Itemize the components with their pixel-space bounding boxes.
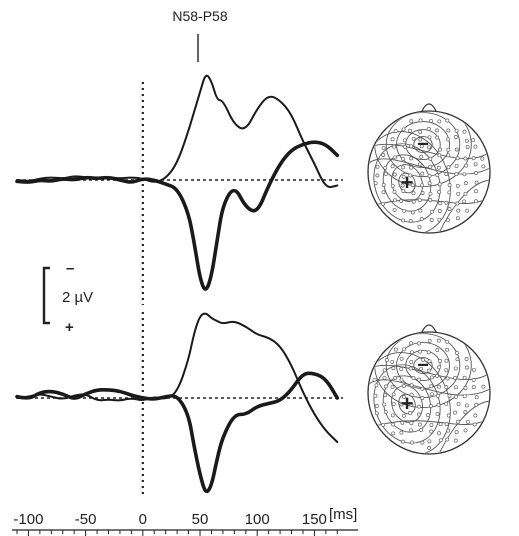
peak-annotation-label: N58-P58 bbox=[172, 8, 227, 24]
topographic-map-bottom: −+ bbox=[367, 324, 491, 455]
topographic-map-top: −+ bbox=[367, 103, 491, 234]
time-axis-tick-label: 150 bbox=[302, 511, 327, 528]
waveform-thick bbox=[15, 140, 340, 291]
negative-pole-marker: − bbox=[417, 134, 429, 156]
positive-pole-marker: + bbox=[401, 170, 414, 195]
time-axis-tick-label: -50 bbox=[75, 511, 97, 528]
waveform-thin bbox=[16, 312, 339, 443]
electrode-sites bbox=[372, 338, 486, 450]
scale-bar-negative-sign: – bbox=[66, 260, 74, 277]
time-axis-tick-label: 0 bbox=[139, 511, 147, 528]
scale-bar-label: 2 µV bbox=[62, 289, 93, 306]
waveform-panel-top bbox=[15, 74, 343, 305]
positive-pole-marker: + bbox=[401, 391, 414, 416]
time-axis-tick-label: 50 bbox=[192, 511, 209, 528]
amplitude-scale-bar: – 2 µV + bbox=[42, 260, 93, 336]
waveform-thin bbox=[16, 74, 339, 189]
time-axis-tick-label: 100 bbox=[245, 511, 270, 528]
scale-bar-positive-sign: + bbox=[65, 319, 74, 336]
negative-pole-marker: − bbox=[417, 355, 429, 377]
waveform-thick bbox=[15, 371, 340, 494]
waveform-panel-bottom bbox=[15, 312, 343, 498]
electrode-sites bbox=[373, 118, 486, 229]
time-axis-tick-label: -100 bbox=[13, 511, 43, 528]
time-axis-unit-label: [ms] bbox=[329, 506, 357, 523]
time-axis: -100 -50 0 50 100 150 bbox=[12, 511, 358, 536]
